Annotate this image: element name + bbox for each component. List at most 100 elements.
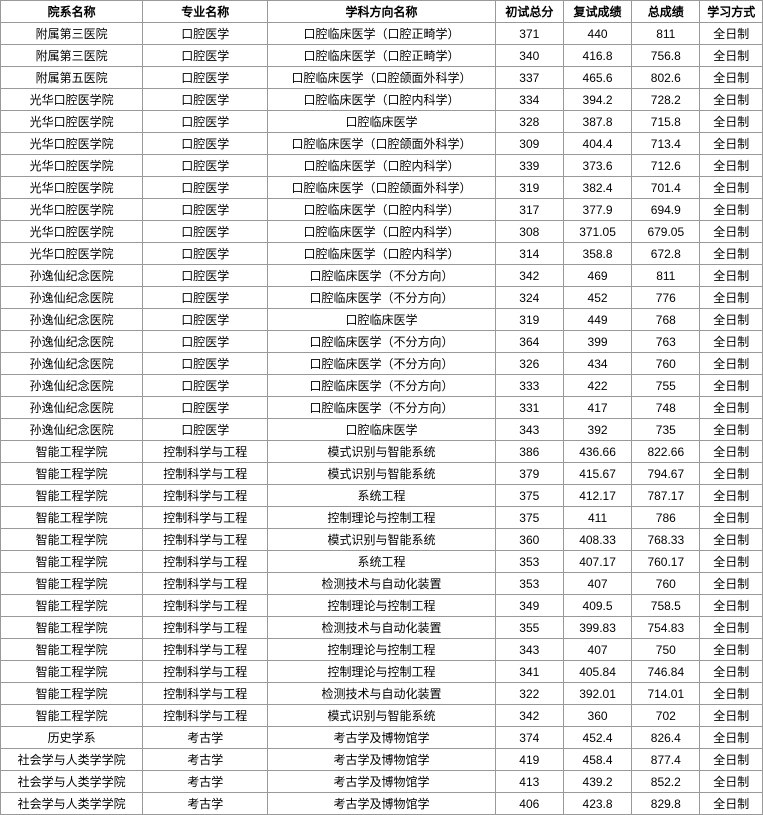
table-cell: 社会学与人类学学院 bbox=[1, 749, 143, 771]
table-cell: 口腔医学 bbox=[143, 199, 268, 221]
table-cell: 399.83 bbox=[563, 617, 631, 639]
table-cell: 406 bbox=[495, 793, 563, 815]
table-cell: 371 bbox=[495, 23, 563, 45]
table-cell: 417 bbox=[563, 397, 631, 419]
table-cell: 375 bbox=[495, 507, 563, 529]
table-cell: 672.8 bbox=[632, 243, 700, 265]
table-cell: 附属第三医院 bbox=[1, 23, 143, 45]
table-row: 社会学与人类学学院考古学考古学及博物馆学419458.4877.4全日制 bbox=[1, 749, 763, 771]
table-cell: 考古学 bbox=[143, 727, 268, 749]
col-header-score2: 复试成绩 bbox=[563, 1, 631, 23]
table-cell: 763 bbox=[632, 331, 700, 353]
table-cell: 光华口腔医学院 bbox=[1, 89, 143, 111]
table-cell: 全日制 bbox=[700, 397, 763, 419]
table-cell: 409.5 bbox=[563, 595, 631, 617]
table-cell: 模式识别与智能系统 bbox=[268, 705, 495, 727]
table-cell: 考古学及博物馆学 bbox=[268, 749, 495, 771]
table-cell: 孙逸仙纪念医院 bbox=[1, 419, 143, 441]
table-cell: 历史学系 bbox=[1, 727, 143, 749]
table-cell: 355 bbox=[495, 617, 563, 639]
table-body: 附属第三医院口腔医学口腔临床医学（口腔正畸学）371440811全日制附属第三医… bbox=[1, 23, 763, 815]
table-cell: 口腔医学 bbox=[143, 89, 268, 111]
table-cell: 768.33 bbox=[632, 529, 700, 551]
table-cell: 412.17 bbox=[563, 485, 631, 507]
table-row: 智能工程学院控制科学与工程模式识别与智能系统379415.67794.67全日制 bbox=[1, 463, 763, 485]
table-cell: 407 bbox=[563, 639, 631, 661]
table-cell: 光华口腔医学院 bbox=[1, 221, 143, 243]
table-cell: 全日制 bbox=[700, 507, 763, 529]
table-row: 孙逸仙纪念医院口腔医学口腔临床医学319449768全日制 bbox=[1, 309, 763, 331]
table-cell: 全日制 bbox=[700, 793, 763, 815]
table-cell: 全日制 bbox=[700, 23, 763, 45]
table-cell: 331 bbox=[495, 397, 563, 419]
table-cell: 口腔医学 bbox=[143, 67, 268, 89]
table-cell: 孙逸仙纪念医院 bbox=[1, 375, 143, 397]
table-cell: 419 bbox=[495, 749, 563, 771]
table-cell: 口腔医学 bbox=[143, 265, 268, 287]
table-row: 光华口腔医学院口腔医学口腔临床医学（口腔内科学）339373.6712.6全日制 bbox=[1, 155, 763, 177]
table-cell: 口腔临床医学（不分方向） bbox=[268, 375, 495, 397]
table-cell: 712.6 bbox=[632, 155, 700, 177]
table-cell: 786 bbox=[632, 507, 700, 529]
table-cell: 口腔临床医学（口腔正畸学） bbox=[268, 23, 495, 45]
table-cell: 社会学与人类学学院 bbox=[1, 771, 143, 793]
table-cell: 口腔医学 bbox=[143, 23, 268, 45]
table-cell: 449 bbox=[563, 309, 631, 331]
table-cell: 776 bbox=[632, 287, 700, 309]
table-cell: 口腔医学 bbox=[143, 419, 268, 441]
table-cell: 智能工程学院 bbox=[1, 595, 143, 617]
table-cell: 智能工程学院 bbox=[1, 441, 143, 463]
table-cell: 423.8 bbox=[563, 793, 631, 815]
table-cell: 713.4 bbox=[632, 133, 700, 155]
table-row: 智能工程学院控制科学与工程检测技术与自动化装置353407760全日制 bbox=[1, 573, 763, 595]
table-cell: 694.9 bbox=[632, 199, 700, 221]
table-cell: 考古学 bbox=[143, 749, 268, 771]
table-cell: 768 bbox=[632, 309, 700, 331]
table-row: 智能工程学院控制科学与工程模式识别与智能系统342360702全日制 bbox=[1, 705, 763, 727]
table-cell: 全日制 bbox=[700, 463, 763, 485]
table-cell: 口腔临床医学（口腔内科学） bbox=[268, 89, 495, 111]
table-cell: 全日制 bbox=[700, 595, 763, 617]
table-cell: 754.83 bbox=[632, 617, 700, 639]
table-cell: 控制科学与工程 bbox=[143, 573, 268, 595]
table-cell: 全日制 bbox=[700, 45, 763, 67]
table-cell: 智能工程学院 bbox=[1, 507, 143, 529]
table-cell: 756.8 bbox=[632, 45, 700, 67]
table-cell: 全日制 bbox=[700, 375, 763, 397]
table-row: 光华口腔医学院口腔医学口腔临床医学（口腔内科学）308371.05679.05全… bbox=[1, 221, 763, 243]
table-cell: 附属第三医院 bbox=[1, 45, 143, 67]
table-row: 孙逸仙纪念医院口腔医学口腔临床医学（不分方向）326434760全日制 bbox=[1, 353, 763, 375]
table-cell: 智能工程学院 bbox=[1, 705, 143, 727]
table-cell: 检测技术与自动化装置 bbox=[268, 683, 495, 705]
table-cell: 408.33 bbox=[563, 529, 631, 551]
col-header-mode: 学习方式 bbox=[700, 1, 763, 23]
table-cell: 317 bbox=[495, 199, 563, 221]
table-cell: 智能工程学院 bbox=[1, 551, 143, 573]
table-row: 智能工程学院控制科学与工程检测技术与自动化装置355399.83754.83全日… bbox=[1, 617, 763, 639]
table-row: 孙逸仙纪念医院口腔医学口腔临床医学（不分方向）考研派 www.okaoyan.c… bbox=[1, 397, 763, 419]
table-cell: 822.66 bbox=[632, 441, 700, 463]
table-cell: 404.4 bbox=[563, 133, 631, 155]
table-cell: 孙逸仙纪念医院 bbox=[1, 331, 143, 353]
table-cell: 口腔医学 bbox=[143, 309, 268, 331]
table-cell: 386 bbox=[495, 441, 563, 463]
table-cell: 控制理论与控制工程 bbox=[268, 661, 495, 683]
table-row: 孙逸仙纪念医院口腔医学口腔临床医学343392735全日制 bbox=[1, 419, 763, 441]
table-cell: 全日制 bbox=[700, 485, 763, 507]
table-cell: 智能工程学院 bbox=[1, 661, 143, 683]
table-cell: 364 bbox=[495, 331, 563, 353]
table-cell: 407 bbox=[563, 573, 631, 595]
table-cell: 436.66 bbox=[563, 441, 631, 463]
table-cell: 智能工程学院 bbox=[1, 639, 143, 661]
table-cell: 339 bbox=[495, 155, 563, 177]
table-cell: 379 bbox=[495, 463, 563, 485]
table-row: 智能工程学院控制科学与工程检测技术与自动化装置322392.01714.01全日… bbox=[1, 683, 763, 705]
table-header: 院系名称 专业名称 学科方向名称 初试总分 复试成绩 总成绩 学习方式 bbox=[1, 1, 763, 23]
table-cell: 全日制 bbox=[700, 155, 763, 177]
table-cell: 413 bbox=[495, 771, 563, 793]
table-cell: 387.8 bbox=[563, 111, 631, 133]
table-cell: 光华口腔医学院 bbox=[1, 199, 143, 221]
table-cell: 控制科学与工程 bbox=[143, 507, 268, 529]
col-header-total: 总成绩 bbox=[632, 1, 700, 23]
table-cell: 375 bbox=[495, 485, 563, 507]
